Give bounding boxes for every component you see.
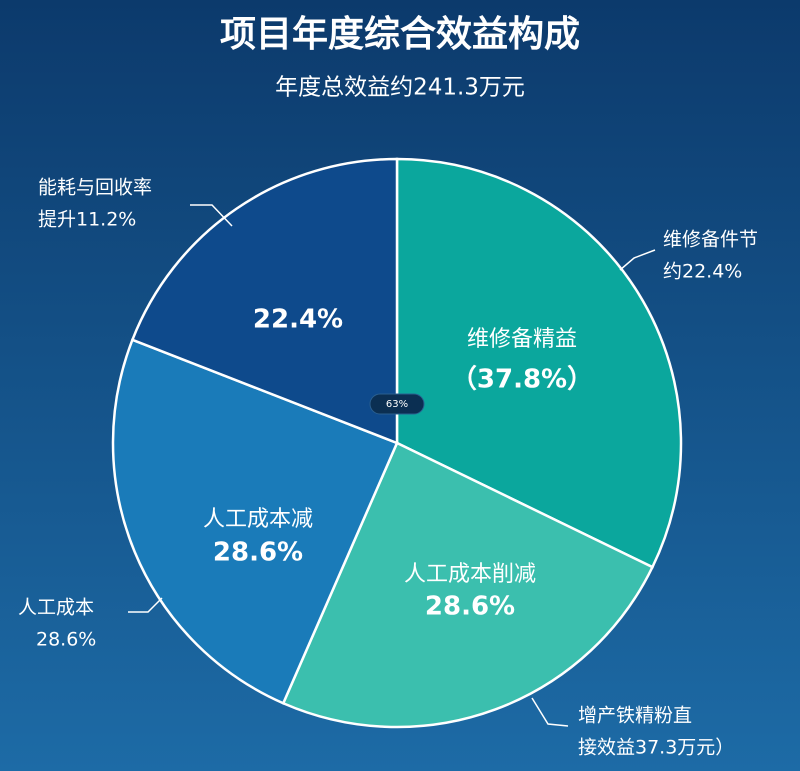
pie-slice xyxy=(111,338,399,705)
callout-text: 增产铁精粉直 xyxy=(578,705,692,727)
pie-slice xyxy=(130,157,399,445)
leader-line xyxy=(128,597,163,613)
pie-slice xyxy=(281,441,655,729)
slice-label: 维修备精益 xyxy=(467,327,577,352)
callout-text: 能耗与回收率 xyxy=(38,177,152,199)
slice-value-label: 22.4% xyxy=(253,305,343,335)
leader-line xyxy=(190,204,233,227)
center-label: 63% xyxy=(386,399,408,410)
leader-line xyxy=(619,249,656,271)
slice-value-label: （37.8%） xyxy=(451,365,593,395)
center-pill xyxy=(369,393,425,415)
leader-line xyxy=(531,697,569,727)
slice-label: 人工成本削减 xyxy=(404,562,536,587)
pie-slice xyxy=(395,157,683,569)
labels: 维修备精益 （37.8%） 人工成本削减 28.6% 人工成本减 28.6% 22.4% 63… xyxy=(18,177,758,759)
slice-label: 人工成本减 xyxy=(203,507,313,532)
slice-value-label: 28.6% xyxy=(425,592,515,622)
chart-subtitle: 年度总效益约241.3万元 xyxy=(275,75,525,101)
chart-title: 项目年度综合效益构成 xyxy=(220,14,580,55)
pie xyxy=(111,157,683,729)
callout-text: 接效益37.3万元） xyxy=(578,737,734,759)
callout-text: 维修备件节 xyxy=(663,229,758,251)
callout-text: 人工成本 xyxy=(18,597,94,619)
callout-text: 约22.4% xyxy=(663,261,742,283)
callout-text: 提升11.2% xyxy=(38,209,136,231)
callout-text: 28.6% xyxy=(36,629,96,651)
slice-value-label: 28.6% xyxy=(213,538,303,568)
